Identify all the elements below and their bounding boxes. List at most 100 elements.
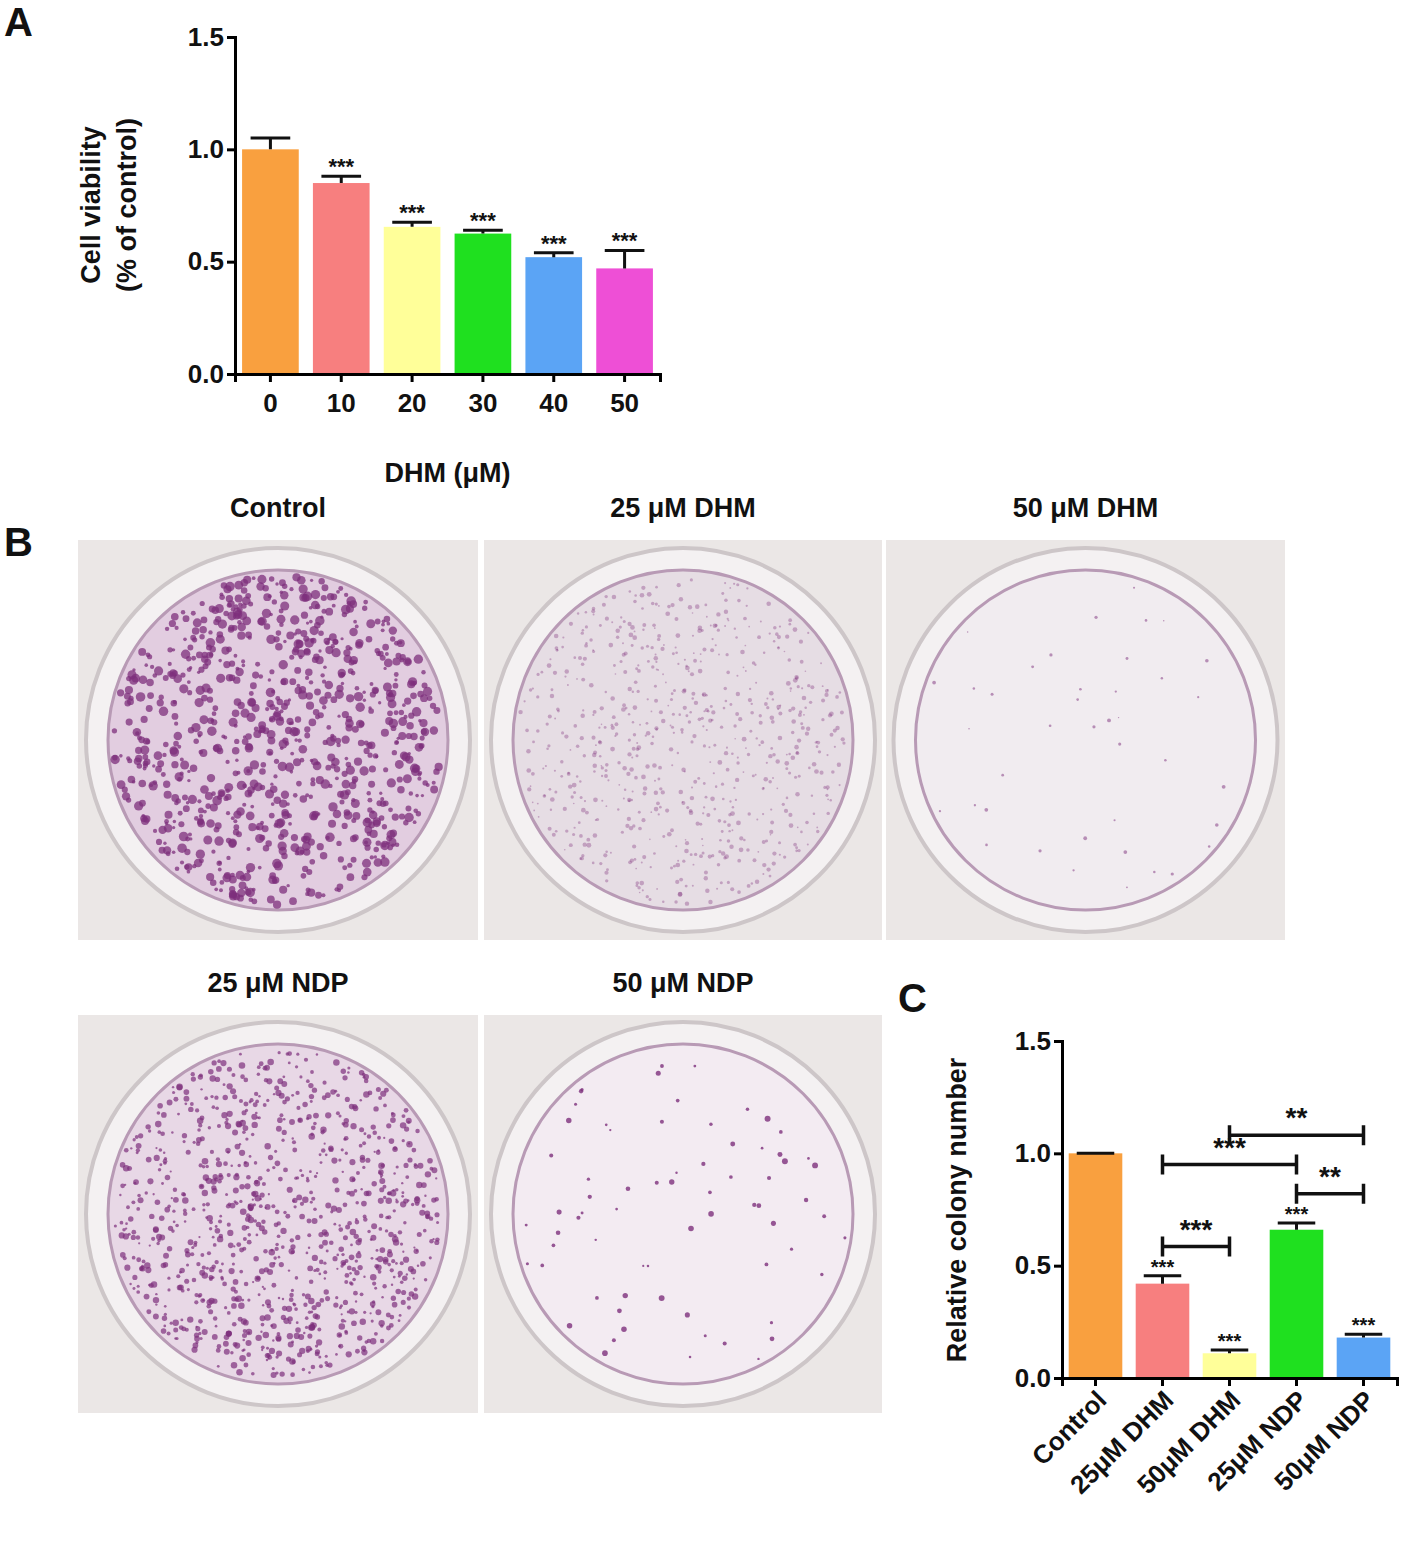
colony xyxy=(347,863,352,868)
colony xyxy=(242,803,246,807)
colony xyxy=(405,806,411,812)
colony xyxy=(402,703,406,707)
colony xyxy=(830,799,832,801)
colony xyxy=(567,684,569,686)
colony xyxy=(610,696,615,701)
colony xyxy=(1145,619,1148,622)
colony xyxy=(187,690,192,695)
colony xyxy=(156,839,162,845)
colony xyxy=(685,839,687,841)
colony xyxy=(640,593,645,598)
colony xyxy=(246,1175,251,1180)
colony xyxy=(165,811,173,819)
y-tick: 1.5 xyxy=(1015,1026,1062,1056)
colony xyxy=(426,783,430,787)
colony xyxy=(403,774,412,783)
colony xyxy=(581,808,586,813)
colony xyxy=(311,590,320,599)
colony xyxy=(384,616,391,623)
colony xyxy=(791,719,796,724)
colony xyxy=(670,698,673,701)
colony xyxy=(632,691,634,693)
colony xyxy=(241,659,245,663)
colony xyxy=(197,731,202,736)
colony xyxy=(391,1283,393,1285)
colony xyxy=(241,587,248,594)
plate-well xyxy=(513,570,853,910)
colony xyxy=(754,664,756,666)
colony xyxy=(718,850,721,853)
colony xyxy=(667,705,669,707)
colony xyxy=(677,663,679,665)
colony xyxy=(673,689,676,692)
colony xyxy=(823,786,826,789)
colony xyxy=(289,655,294,660)
colony xyxy=(716,888,718,890)
colony xyxy=(337,715,340,718)
colony xyxy=(762,787,765,790)
colony xyxy=(769,691,774,696)
colony xyxy=(816,827,818,829)
colony xyxy=(573,827,575,829)
colony xyxy=(737,599,741,603)
colony xyxy=(294,738,298,742)
colony xyxy=(276,717,284,725)
x-tick-mark xyxy=(1362,1378,1365,1386)
colony xyxy=(302,866,308,872)
colony xyxy=(372,1181,377,1186)
colony xyxy=(192,637,197,642)
colony xyxy=(221,734,225,738)
colony xyxy=(203,835,212,844)
colony xyxy=(343,1300,348,1305)
colony xyxy=(654,656,659,661)
colony xyxy=(699,823,702,826)
colony xyxy=(713,808,716,811)
colony xyxy=(778,841,781,844)
x-tick: 50 xyxy=(610,374,639,418)
colony xyxy=(593,764,597,768)
colony xyxy=(338,586,343,591)
colony xyxy=(369,766,376,773)
colony xyxy=(1072,869,1074,871)
colony xyxy=(646,731,651,736)
colony xyxy=(387,622,391,626)
colony xyxy=(380,797,384,801)
colony xyxy=(637,669,641,673)
colony xyxy=(293,646,299,652)
colony xyxy=(213,1316,218,1321)
colony xyxy=(159,847,166,854)
colony xyxy=(258,674,263,679)
x-tick-label: 0 xyxy=(263,388,277,418)
colony xyxy=(225,1118,228,1121)
colony xyxy=(743,617,747,621)
colony xyxy=(164,791,172,799)
colony xyxy=(612,595,617,600)
colony xyxy=(671,692,674,695)
colony xyxy=(183,805,190,812)
colony xyxy=(639,881,644,886)
y-axis: 0.00.51.01.5 xyxy=(188,22,236,389)
colony xyxy=(305,676,309,680)
colony xyxy=(420,736,425,741)
colony xyxy=(652,763,657,768)
colony xyxy=(315,892,322,899)
colony xyxy=(179,832,189,842)
colony xyxy=(788,658,792,662)
colony xyxy=(163,842,166,845)
colony xyxy=(263,593,271,601)
colony xyxy=(335,776,339,780)
colony xyxy=(367,831,372,836)
colony xyxy=(604,726,607,729)
colony xyxy=(623,797,625,799)
colony xyxy=(279,886,287,894)
significance-label: *** xyxy=(470,208,496,233)
colony xyxy=(286,884,289,887)
colony xyxy=(136,692,146,702)
colony xyxy=(397,786,405,794)
colony xyxy=(693,659,697,663)
colony xyxy=(628,860,632,864)
colony xyxy=(645,735,647,737)
colony xyxy=(382,644,389,651)
colony xyxy=(573,656,576,659)
colony xyxy=(354,692,363,701)
